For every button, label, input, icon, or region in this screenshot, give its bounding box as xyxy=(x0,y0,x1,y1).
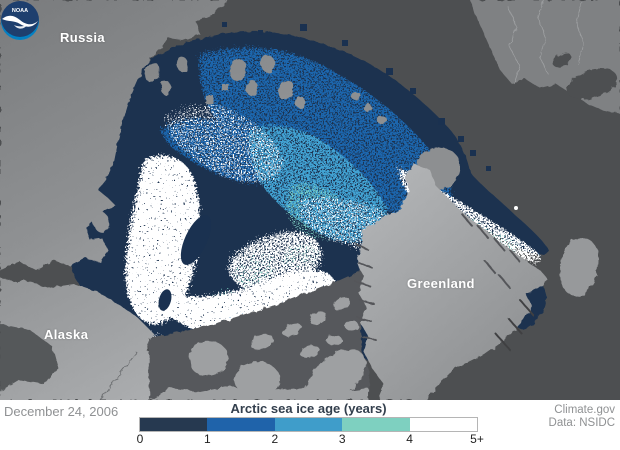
noaa-logo: NOAA xyxy=(1,1,39,40)
legend-color-segment xyxy=(342,418,410,431)
scandinavia-landmass xyxy=(470,0,620,114)
canada-archipelago xyxy=(148,270,372,400)
map-label-alaska: Alaska xyxy=(44,327,89,342)
legend-tick-label: 2 xyxy=(271,432,279,446)
se-fjords xyxy=(495,299,535,351)
date-label: December 24, 2006 xyxy=(4,404,119,419)
legend-tick-label: 3 xyxy=(338,432,346,446)
legend-color-segment xyxy=(207,418,275,431)
legend-color-segment xyxy=(409,418,478,431)
arctic-map: Russia Alaska Greenland NOAA xyxy=(0,0,620,400)
map-label-greenland: Greenland xyxy=(407,276,475,291)
russia-landmass xyxy=(0,0,228,270)
credit-nsidc: Data: NSIDC xyxy=(548,416,615,429)
greenland-landmass xyxy=(355,164,548,400)
legend-ticks: 0 1 2 3 4 5+ xyxy=(136,432,484,446)
noaa-logo-text: NOAA xyxy=(12,8,28,14)
legend: Arctic sea ice age (years) 0 1 2 3 4 5+ xyxy=(136,401,484,446)
siberian-islands xyxy=(144,55,305,108)
footer-bar: December 24, 2006 Arctic sea ice age (ye… xyxy=(0,400,620,450)
wrangel-island xyxy=(92,211,110,233)
legend-tick-label: 0 xyxy=(136,432,144,446)
legend-title: Arctic sea ice age (years) xyxy=(230,401,387,416)
landmasses xyxy=(0,0,620,400)
arctic-map-canvas xyxy=(0,0,620,400)
legend-color-segment xyxy=(274,418,343,431)
legend-tick-label: 5+ xyxy=(470,432,484,446)
legend-colorbar xyxy=(139,417,478,432)
ice-outliers xyxy=(222,22,491,171)
legend-tick-label: 1 xyxy=(204,432,211,446)
iceland-landmass xyxy=(560,237,599,297)
map-label-russia: Russia xyxy=(60,30,106,45)
legend-color-segment xyxy=(140,418,208,431)
credit-climate-gov: Climate.gov xyxy=(554,404,615,416)
alaska-landmass xyxy=(0,280,190,400)
legend-tick-label: 4 xyxy=(406,432,413,446)
credits: Climate.gov Data: NSIDC xyxy=(549,404,615,429)
